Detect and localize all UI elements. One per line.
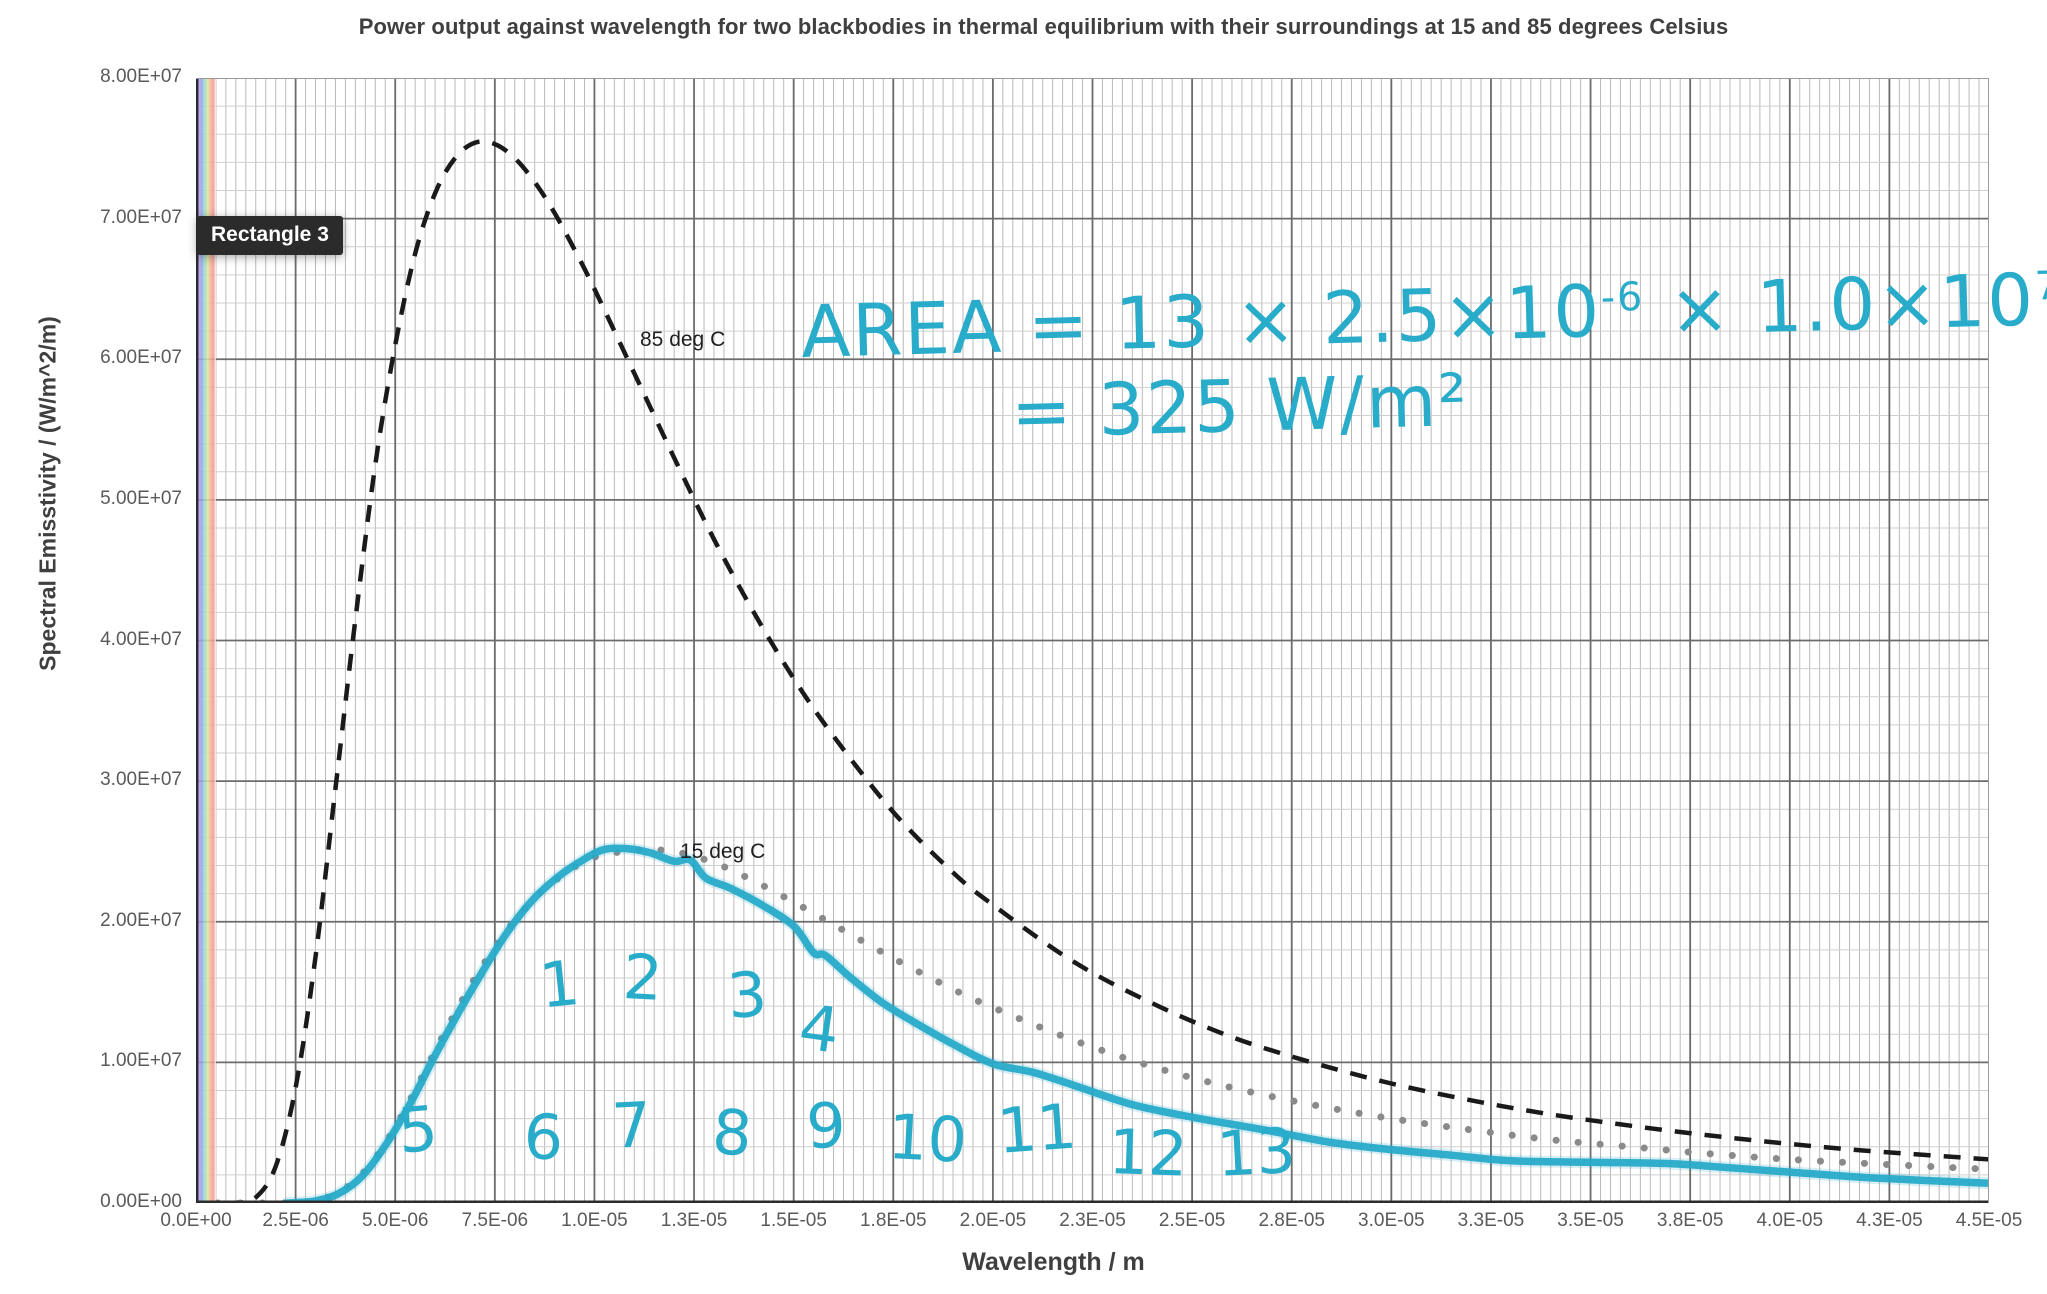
- series-2: [281, 842, 1989, 1203]
- x-axis-title: Wavelength / m: [962, 1248, 1145, 1276]
- y-tick-label: 6.00E+07: [100, 347, 182, 369]
- y-tick-label: 0.00E+00: [100, 1191, 182, 1212]
- rectangle-3-tooltip[interactable]: Rectangle 3: [197, 216, 343, 255]
- series-0: [196, 139, 1989, 1203]
- x-tick-label: 2.5E-06: [262, 1210, 329, 1231]
- x-tick-label: 4.5E-05: [1955, 1210, 2023, 1231]
- series-label-15degc: 15 deg C: [680, 840, 766, 863]
- y-tick-label: 5.00E+07: [100, 487, 182, 509]
- x-tick-label: 3.5E-05: [1557, 1210, 1624, 1231]
- x-tick-label: 7.5E-06: [461, 1210, 529, 1231]
- x-tick-label: 4.0E-05: [1756, 1210, 1824, 1231]
- x-tick-label: 4.3E-05: [1856, 1210, 1923, 1231]
- x-tick-label: 1.5E-05: [760, 1210, 827, 1231]
- x-tick-label: 2.3E-05: [1059, 1210, 1126, 1231]
- major-gridlines-y: [196, 78, 1989, 1203]
- x-tick-label: 3.3E-05: [1457, 1210, 1525, 1231]
- x-tick-label: 2.8E-05: [1258, 1210, 1325, 1231]
- data-series-group: [196, 139, 1989, 1203]
- x-tick-label: 5.0E-06: [361, 1210, 429, 1231]
- y-tick-label: 8.00E+07: [100, 66, 182, 87]
- y-tick-label: 4.00E+07: [100, 628, 182, 650]
- x-tick-label: 2.0E-05: [959, 1210, 1027, 1231]
- x-axis-tick-labels: 0.0E+00 2.5E-06 5.0E-06 7.5E-06 1.0E-05 1.3E-…: [160, 1210, 2022, 1244]
- x-tick-label: 3.0E-05: [1358, 1210, 1425, 1231]
- y-tick-label: 7.00E+07: [100, 206, 182, 228]
- series-label-85degc: 85 deg C: [640, 328, 726, 351]
- y-axis-tick-labels: 0.00E+00 1.00E+07 2.00E+07 3.00E+07 4.00E+07…: [30, 66, 182, 1212]
- y-tick-label: 3.00E+07: [100, 769, 182, 791]
- x-tick-label: 1.8E-05: [859, 1210, 927, 1231]
- y-tick-label: 2.00E+07: [100, 909, 182, 931]
- plot-area[interactable]: [196, 78, 1989, 1203]
- y-tick-label: 1.00E+07: [100, 1050, 182, 1072]
- x-tick-label: 1.0E-05: [561, 1210, 628, 1231]
- plot-svg: [196, 78, 1989, 1203]
- visible-spectrum-band: [196, 78, 216, 1203]
- x-tick-label: 2.5E-05: [1158, 1210, 1226, 1231]
- chart-title: Power output against wavelength for two …: [358, 14, 1729, 39]
- x-tick-label: 0.0E+00: [160, 1210, 232, 1231]
- x-tick-label: 3.8E-05: [1656, 1210, 1724, 1231]
- x-tick-label: 1.3E-05: [660, 1210, 728, 1231]
